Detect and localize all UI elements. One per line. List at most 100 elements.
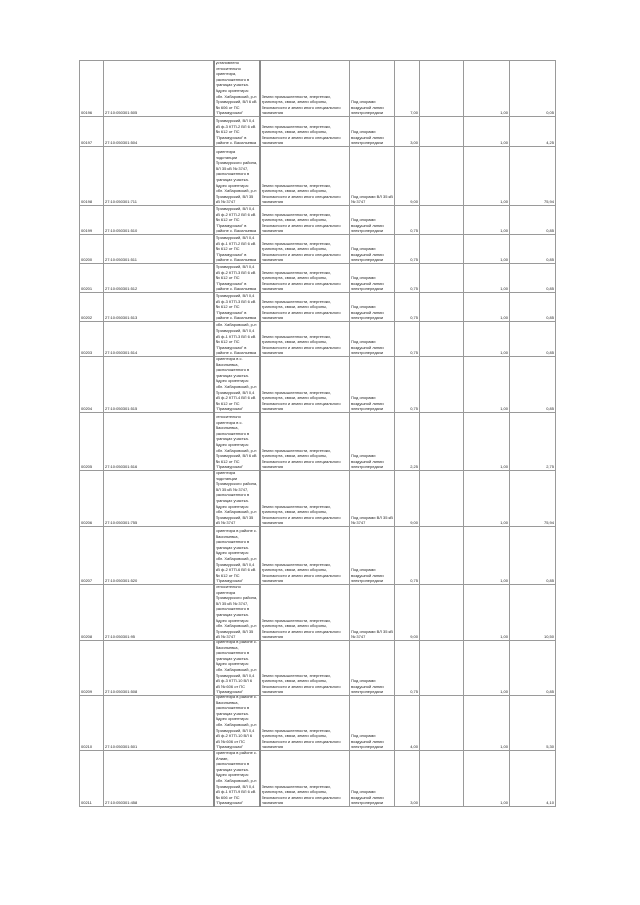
amount-value-text: 4,10 [546, 800, 554, 806]
land-category-text: Земли промышленности, энергетики, трансп… [261, 503, 341, 526]
coefficient-value-text: 1,00 [500, 286, 508, 292]
cadastral-number-text: 27:10:050301:510 [105, 228, 138, 234]
permitted-use: Под опорами воздушной линии электроперед… [349, 321, 395, 357]
location-description: установлено относительно ориентира в рай… [212, 750, 261, 807]
cadastral-number-text: 27:10:050301:501 [105, 744, 138, 750]
row-id-text: 00203 [81, 350, 93, 356]
land-category: Земли промышленности, энергетики, трансп… [259, 60, 350, 117]
land-category-text: Земли промышленности, энергетики, трансп… [261, 672, 341, 695]
permitted-use-text: Под опорами ВЛ 35 кВ № 3747 [351, 514, 393, 526]
land-category: Земли промышленности, энергетики, трансп… [259, 116, 350, 147]
amount-value-text: 0,85 [546, 286, 554, 292]
empty-cell [419, 234, 464, 264]
area-value-text: 0,75 [410, 315, 418, 321]
permitted-use: Под опорами ВЛ 35 кВ № 3747 [349, 470, 395, 527]
cadastral-number: 27:10:050301:501 [103, 695, 214, 751]
area-value-text: 9,00 [410, 520, 418, 526]
coefficient-value-text: 1,00 [500, 464, 508, 470]
cadastral-number: 27:10:050301:513 [103, 292, 214, 322]
table-row: 00200 27:10:050301:511 обл. Хабаровский, р… [79, 234, 556, 264]
amount-value-text: 0,85 [546, 315, 554, 321]
table-row: 00204 27:10:050301:515 установлено относит… [79, 356, 556, 413]
permitted-use: Под опорами воздушной линии электроперед… [349, 205, 395, 235]
location-description: обл. Хабаровский, р-н Приамурский, ВЛ 0,… [212, 321, 261, 357]
location-description-text: установлено относительно ориентира в с. … [215, 414, 257, 470]
coefficient-value: 1,00 [463, 695, 510, 751]
land-category-text: Земли промышленности, энергетики, трансп… [261, 93, 341, 116]
permitted-use: Под опорами воздушной линии электроперед… [349, 292, 395, 322]
amount-value: 5,30 [509, 695, 556, 751]
cadastral-number-text: 27:10:050301:508 [105, 689, 138, 695]
coefficient-value: 1,00 [463, 412, 510, 471]
row-id-text: 00197 [81, 140, 93, 146]
row-id: 00200 [79, 234, 104, 264]
row-id-text: 00196 [81, 110, 93, 116]
empty-cell [419, 116, 464, 147]
empty-cell [419, 640, 464, 696]
amount-value-text: 0,85 [546, 257, 554, 263]
location-description-text: обл. Хабаровский, р-н Приамурский, ВЛ 0,… [215, 118, 257, 146]
location-description: установлено относительно ориентира подст… [212, 470, 261, 527]
cadastral-number-text: 27:10:050301:516 [105, 464, 138, 470]
land-category: Земли промышленности, энергетики, трансп… [259, 292, 350, 322]
area-value: 0,75 [394, 263, 420, 293]
amount-value-text: 0,85 [546, 228, 554, 234]
cadastral-number: 27:10:050301:520 [103, 526, 214, 585]
location-description-text: установлено относительно ориентира Приам… [215, 585, 258, 640]
coefficient-value: 1,00 [463, 234, 510, 264]
coefficient-value: 1,00 [463, 526, 510, 585]
coefficient-value-text: 1,00 [500, 315, 508, 321]
table-row: 00197 27:10:050301:504 обл. Хабаровский, р… [79, 116, 556, 147]
area-value: 9,00 [394, 584, 420, 641]
row-id-text: 00207 [81, 578, 93, 584]
area-value: 0,75 [394, 321, 420, 357]
table-row: 00207 27:10:050301:520 установлено относит… [79, 526, 556, 585]
coefficient-value: 1,00 [463, 356, 510, 413]
location-description: установлено относительно ориентира Приам… [212, 584, 261, 641]
area-value: 9,00 [394, 470, 420, 527]
location-description-text: обл. Хабаровский, р-н Приамурский, ВЛ 0,… [215, 322, 257, 356]
land-category-text: Земли промышленности, энергетики, трансп… [261, 240, 341, 263]
amount-value: 4,25 [509, 116, 556, 147]
amount-value-text: 10,50 [543, 634, 554, 640]
location-description: установлено относительно ориентира в рай… [212, 640, 261, 696]
cadastral-number-text: 27:10:050301:515 [105, 406, 138, 412]
amount-value-text: 0,05 [546, 110, 554, 116]
cadastral-number: 27:10:050301:755 [103, 470, 214, 527]
empty-cell [419, 263, 464, 293]
empty-cell [419, 526, 464, 585]
location-description: установлено относительно ориентира в с. … [212, 412, 261, 471]
amount-value: 4,10 [509, 750, 556, 807]
land-category-text: Земли промышленности, энергетики, трансп… [261, 447, 341, 470]
land-category: Земли промышленности, энергетики, трансп… [259, 526, 350, 585]
coefficient-value: 1,00 [463, 263, 510, 293]
permitted-use: Под опорами воздушной линии электроперед… [349, 234, 395, 264]
permitted-use-text: Под опорами воздушной линии электроперед… [351, 275, 384, 292]
cadastral-number: 27:10:050301:510 [103, 205, 214, 235]
permitted-use: Под опорами воздушной линии электроперед… [349, 412, 395, 471]
row-id-text: 00199 [81, 228, 93, 234]
row-id-text: 00204 [81, 406, 93, 412]
permitted-use-text: Под опорами ВЛ 35 кВ № 3747 [351, 628, 393, 640]
coefficient-value: 1,00 [463, 321, 510, 357]
permitted-use: Под опорами воздушной линии электроперед… [349, 640, 395, 696]
land-plots-table: 00196 27:10:050301:505 установлено относит… [79, 60, 556, 807]
empty-cell [419, 750, 464, 807]
coefficient-value-text: 1,00 [500, 744, 508, 750]
area-value-text: 3,00 [410, 140, 418, 146]
cadastral-number: 27:10:050301:711 [103, 146, 214, 206]
cadastral-number: 27:10:050301:458 [103, 750, 214, 807]
row-id: 00198 [79, 146, 104, 206]
land-category: Земли промышленности, энергетики, трансп… [259, 584, 350, 641]
row-id: 00209 [79, 640, 104, 696]
table-row: 00196 27:10:050301:505 установлено относит… [79, 60, 556, 117]
location-description: обл. Хабаровский, р-н Приамурский, ВЛ 0,… [212, 263, 261, 293]
row-id: 00201 [79, 263, 104, 293]
permitted-use-text: Под опорами воздушной линии электроперед… [351, 339, 384, 356]
coefficient-value-text: 1,00 [500, 406, 508, 412]
empty-cell [419, 146, 464, 206]
row-id-text: 00205 [81, 464, 93, 470]
row-id: 00207 [79, 526, 104, 585]
location-description-text: установлено относительно ориентира подст… [215, 471, 258, 526]
area-value-text: 0,75 [410, 406, 418, 412]
